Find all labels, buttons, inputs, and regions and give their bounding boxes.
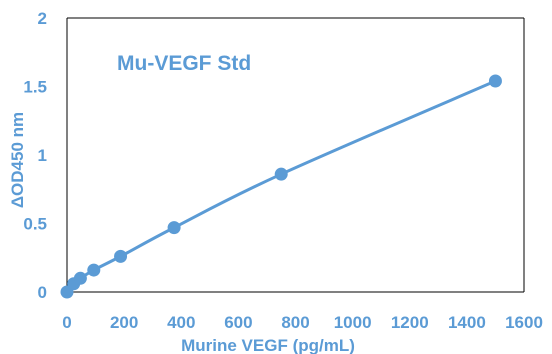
- x-tick-label: 800: [281, 313, 309, 332]
- series-line: [65, 79, 497, 293]
- x-tick-label: 0: [62, 313, 71, 332]
- x-tick-label: 1200: [391, 313, 429, 332]
- data-points: [60, 74, 502, 299]
- y-tick-label: 0.5: [23, 215, 47, 234]
- x-tick-label: 600: [224, 313, 252, 332]
- y-tick-label: 1: [38, 146, 47, 165]
- axes: [66, 17, 525, 293]
- x-tick-label: 1400: [448, 313, 486, 332]
- y-tick-label: 2: [38, 9, 47, 28]
- chart-title: Mu-VEGF Std: [117, 52, 251, 75]
- data-point: [488, 74, 502, 88]
- y-tick-label: 1.5: [23, 78, 47, 97]
- x-tick-label: 1600: [505, 313, 543, 332]
- data-point: [167, 221, 181, 235]
- y-axis-title: ΔOD450 nm: [8, 112, 27, 208]
- data-point: [274, 167, 288, 181]
- x-axis-title: Murine VEGF (pg/mL): [181, 336, 355, 354]
- x-tick-label: 400: [167, 313, 195, 332]
- data-point: [73, 271, 87, 285]
- y-tick-labels: 0 0.5 1 1.5 2: [23, 9, 47, 302]
- y-tick-label: 0: [38, 283, 47, 302]
- x-tick-label: 200: [110, 313, 138, 332]
- data-point: [114, 249, 128, 263]
- x-tick-label: 1000: [334, 313, 372, 332]
- data-point: [87, 263, 101, 277]
- x-tick-labels: 0 200 400 600 800 1000 1200 1400 1600: [62, 313, 543, 332]
